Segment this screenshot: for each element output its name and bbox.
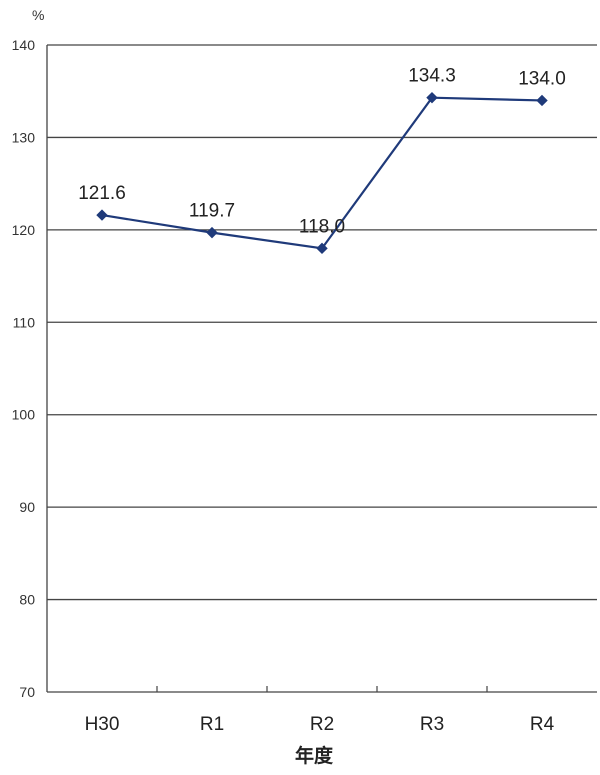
data-point-R1 (206, 226, 218, 239)
data-label-H30: 121.6 (78, 183, 126, 204)
y-tick-label: 90 (19, 499, 35, 515)
axes (46, 45, 597, 693)
x-tick-label-H30: H30 (85, 714, 120, 735)
data-point-H30 (96, 209, 108, 221)
data-point-R2 (316, 242, 328, 255)
y-tick-label: 120 (12, 222, 36, 238)
series-line (96, 91, 548, 255)
data-labels: 121.6 119.7 118.0 134.3 134.0 (78, 66, 566, 238)
x-tick-label-R3: R3 (420, 714, 444, 735)
x-axis-ticks: H30 R1 R2 R3 R4 (85, 686, 555, 735)
data-label-R1: 119.7 (189, 201, 235, 222)
data-label-R4: 134.0 (518, 68, 566, 89)
y-tick-label: 100 (12, 407, 36, 423)
y-axis-unit-label: % (32, 7, 44, 23)
gridlines (47, 44, 597, 601)
y-axis-ticks: 70 80 90 100 110 120 130 140 (12, 37, 36, 700)
x-tick-label-R1: R1 (200, 714, 224, 735)
x-tick-label-R4: R4 (530, 714, 555, 735)
y-tick-label: 140 (12, 37, 36, 53)
data-point-R3 (426, 91, 438, 104)
data-point-R4 (536, 94, 548, 107)
y-tick-label: 70 (19, 684, 35, 700)
x-tick-label-R2: R2 (310, 714, 334, 735)
y-tick-label: 130 (12, 129, 36, 145)
data-label-R2: 118.0 (299, 216, 345, 237)
data-label-R3: 134.3 (408, 66, 456, 87)
y-tick-label: 80 (19, 592, 35, 608)
x-axis-title: 年度 (295, 744, 334, 767)
y-tick-label: 110 (13, 314, 36, 330)
